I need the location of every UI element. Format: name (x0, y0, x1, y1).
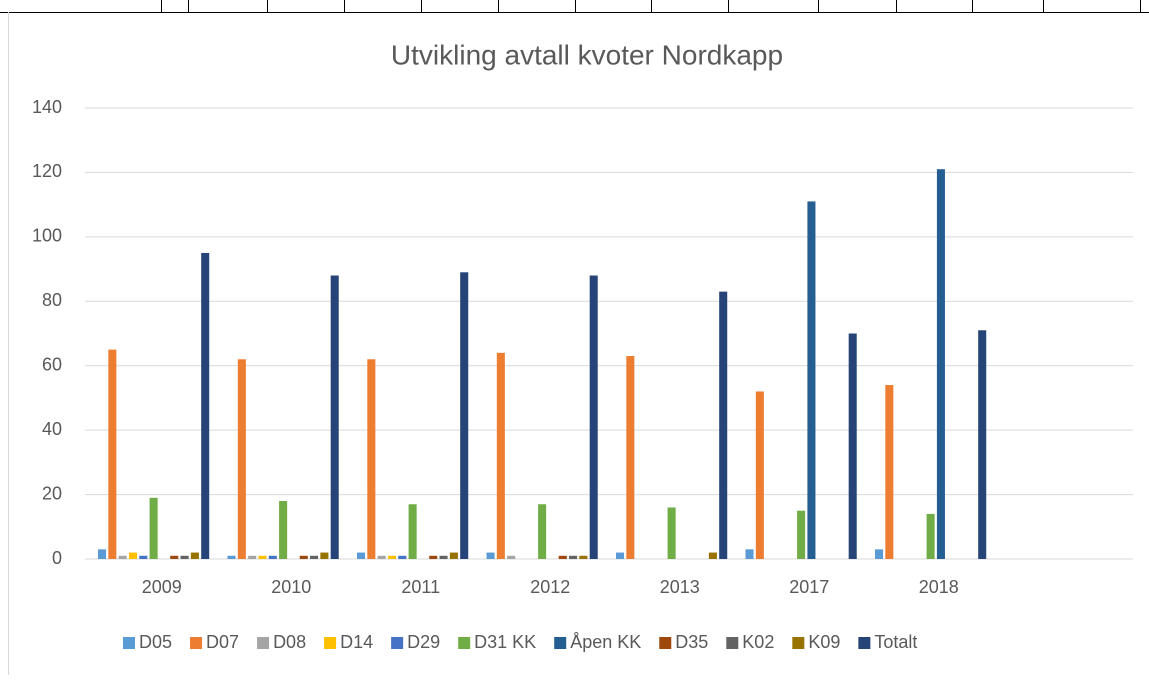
bar (558, 555, 567, 559)
x-tick-label: 2011 (401, 577, 440, 597)
legend-swatch (123, 637, 135, 649)
bar (279, 501, 288, 559)
bar (108, 349, 117, 559)
bar (589, 275, 598, 559)
legend-label: K02 (742, 632, 774, 652)
legend-swatch (458, 637, 471, 649)
bar (439, 555, 448, 559)
bar (310, 555, 319, 559)
y-tick-label: 20 (42, 483, 62, 503)
bar (408, 504, 417, 559)
bar (268, 555, 277, 559)
bar (170, 555, 179, 559)
legend-swatch (792, 637, 805, 649)
legend-label: D07 (206, 632, 239, 652)
bar (367, 359, 376, 559)
bar (449, 552, 458, 559)
legend-swatch (659, 637, 672, 649)
bar (538, 504, 547, 559)
y-tick-label: 140 (32, 97, 62, 117)
bar (320, 552, 329, 559)
bar (978, 330, 987, 559)
bar (398, 555, 407, 559)
bar (128, 552, 138, 559)
legend-swatch (190, 637, 203, 649)
y-tick-label: 0 (52, 548, 62, 568)
bar (377, 555, 386, 559)
bar (248, 555, 257, 559)
bar (460, 272, 469, 559)
y-tick-label: 60 (42, 354, 62, 374)
bar (227, 555, 236, 559)
bar (667, 507, 676, 559)
bar (616, 552, 625, 559)
bar (299, 555, 308, 559)
legend-swatch (554, 637, 567, 649)
bar (357, 552, 366, 559)
legend-label: Totalt (874, 632, 917, 652)
legend-swatch (726, 637, 739, 649)
legend-label: D31 KK (474, 632, 536, 652)
bar (98, 549, 107, 559)
bar (719, 291, 728, 559)
bar (926, 513, 935, 559)
legend-swatch (324, 637, 337, 649)
legend-label: D14 (340, 632, 373, 652)
bar (118, 555, 127, 559)
bar (626, 356, 635, 559)
legend-label: Åpen KK (570, 632, 641, 652)
bar (745, 549, 754, 559)
x-tick-label: 2012 (530, 577, 570, 597)
bar (190, 552, 199, 559)
bar (797, 510, 806, 559)
bar (807, 201, 816, 559)
x-tick-label: 2013 (660, 577, 700, 597)
table-row-borders (0, 0, 1149, 13)
bar (875, 549, 884, 559)
bar (569, 555, 578, 559)
y-tick-label: 40 (42, 419, 62, 439)
bar (848, 333, 857, 559)
x-tick-label: 2009 (142, 577, 182, 597)
legend-label: D35 (675, 632, 708, 652)
y-tick-label: 120 (32, 161, 62, 181)
y-tick-label: 100 (32, 226, 62, 246)
legend-swatch (858, 637, 871, 649)
bar (387, 555, 397, 559)
bar (149, 497, 158, 559)
legend-label: D29 (407, 632, 440, 652)
bar (496, 352, 505, 559)
bar (579, 555, 588, 559)
bar (237, 359, 246, 559)
bar (486, 552, 495, 559)
x-tick-label: 2018 (919, 577, 959, 597)
bar (755, 391, 764, 559)
bar (429, 555, 438, 559)
bar (708, 552, 717, 559)
x-tick-label: 2010 (271, 577, 311, 597)
bar (936, 169, 945, 559)
bar (180, 555, 189, 559)
legend-swatch (391, 637, 404, 649)
bar (330, 275, 339, 559)
x-tick-label: 2017 (789, 577, 829, 597)
legend-swatch (257, 637, 270, 649)
bar (885, 385, 894, 559)
legend-label: D08 (273, 632, 306, 652)
bar (507, 555, 516, 559)
legend-label: K09 (808, 632, 840, 652)
chart-title: Utvikling avtall kvoter Nordkapp (391, 39, 783, 70)
bar (258, 555, 267, 559)
y-tick-label: 80 (42, 290, 62, 310)
bar (201, 252, 210, 559)
bar (139, 555, 148, 559)
legend-label: D05 (139, 632, 172, 652)
